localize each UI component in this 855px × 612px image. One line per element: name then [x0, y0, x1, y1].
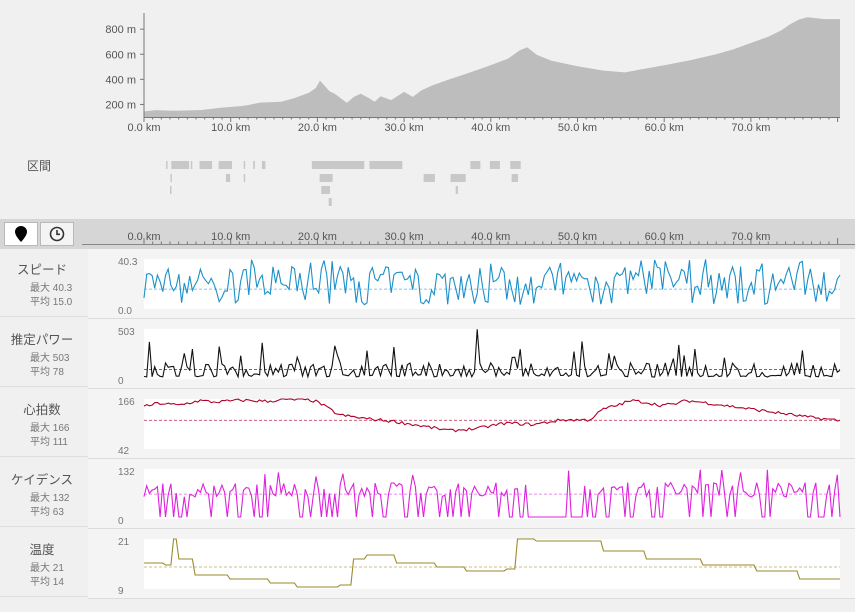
- elevation-x-tick-label: 0.0 km: [127, 122, 160, 134]
- elevation-y-tick-label: 200 m: [105, 99, 136, 111]
- metric-title: 温度: [29, 543, 55, 557]
- metric-title: スピード: [16, 263, 67, 277]
- metric-chart-heart: 166 42: [88, 389, 855, 459]
- distance-mode-button[interactable]: [4, 222, 38, 246]
- segment-bar[interactable]: [170, 186, 172, 194]
- distance-axis-tick-label: 20.0 km: [298, 231, 337, 243]
- segment-bar[interactable]: [243, 161, 246, 169]
- clock-icon: [49, 226, 65, 242]
- metric-y-min-label: 42: [118, 446, 130, 457]
- metric-y-min-label: 0: [118, 376, 124, 387]
- metric-chart-cadence: 132 0: [88, 459, 855, 529]
- metric-y-min-label: 0: [118, 516, 124, 527]
- segment-bar[interactable]: [170, 174, 172, 182]
- elevation-x-tick-label: 60.0 km: [645, 122, 684, 134]
- distance-axis-tick-label: 40.0 km: [471, 231, 510, 243]
- elevation-x-tick-label: 50.0 km: [558, 122, 597, 134]
- metric-label-speed: スピード最大 40.3 平均 15.0: [0, 249, 88, 317]
- elevation-x-tick-label: 70.0 km: [731, 122, 770, 134]
- segment-bar[interactable]: [199, 161, 213, 169]
- charts-header: 0.0 km 10.0 km 20.0 km 30.0 km 40.0 km 50.0 k…: [0, 219, 855, 249]
- metric-y-max-label: 40.3: [118, 257, 138, 268]
- metric-chart-temp: 21 9: [88, 529, 855, 599]
- segment-bar[interactable]: [470, 161, 481, 169]
- metric-y-min-label: 9: [118, 586, 124, 597]
- metric-y-max-label: 132: [118, 467, 135, 478]
- metric-y-max-label: 21: [118, 537, 130, 548]
- elevation-y-tick-label: 400 m: [105, 74, 136, 86]
- distance-axis-tick-label: 0.0 km: [127, 231, 160, 243]
- segment-bar[interactable]: [455, 186, 458, 194]
- segment-bar[interactable]: [171, 161, 190, 169]
- metric-max: 最大 21: [30, 563, 64, 574]
- metric-plot-area: [144, 539, 840, 589]
- metric-max: 最大 503: [30, 353, 70, 364]
- metric-plot-area: [144, 259, 840, 309]
- time-mode-button[interactable]: [40, 222, 74, 246]
- segment-bar[interactable]: [511, 174, 519, 182]
- metric-y-min-label: 0.0: [118, 306, 132, 317]
- metric-label-temp: 温度最大 21 平均 14: [0, 529, 88, 597]
- segment-bar[interactable]: [321, 186, 330, 194]
- segments-chart: [166, 161, 521, 206]
- elevation-y-tick-label: 800 m: [105, 24, 136, 36]
- segment-bar[interactable]: [218, 161, 232, 169]
- metric-series-heart: [143, 398, 841, 433]
- segment-bar[interactable]: [311, 161, 365, 169]
- segment-bar[interactable]: [261, 161, 266, 169]
- metric-plot-area: [144, 399, 840, 449]
- distance-axis: 0.0 km 10.0 km 20.0 km 30.0 km 40.0 km 50.0 k…: [82, 231, 855, 245]
- segment-bar[interactable]: [328, 198, 332, 206]
- metric-y-max-label: 503: [118, 327, 135, 338]
- elevation-area: [144, 15, 840, 117]
- elevation-x-tick-label: 30.0 km: [385, 122, 424, 134]
- metric-title: ケイデンス: [10, 473, 73, 487]
- segment-bar[interactable]: [423, 174, 435, 182]
- segment-bar[interactable]: [253, 161, 255, 169]
- metric-series-cadence: [143, 469, 841, 518]
- metric-max: 最大 40.3: [30, 283, 73, 294]
- map-pin-icon: [15, 226, 27, 242]
- metric-avg: 平均 15.0: [30, 297, 73, 308]
- metric-charts: 40.3 0.0 503 0 166 42 132 0 21 9: [88, 249, 855, 599]
- metric-max: 最大 132: [30, 493, 70, 504]
- elevation-x-tick-label: 10.0 km: [211, 122, 250, 134]
- elevation-y-tick-label: 600 m: [105, 49, 136, 61]
- metric-plot-area: [144, 329, 840, 379]
- segment-bar[interactable]: [510, 161, 521, 169]
- metric-label-heart: 心拍数最大 166 平均 111: [0, 389, 88, 457]
- metric-max: 最大 166: [30, 423, 70, 434]
- metric-label-power: 推定パワー最大 503 平均 78: [0, 319, 88, 387]
- segment-bar[interactable]: [489, 161, 500, 169]
- distance-axis-tick-label: 60.0 km: [645, 231, 684, 243]
- distance-axis-tick-label: 50.0 km: [558, 231, 597, 243]
- segment-bar[interactable]: [225, 174, 231, 182]
- metric-label-cadence: ケイデンス最大 132 平均 63: [0, 459, 88, 527]
- segments-label: 区間: [27, 159, 52, 173]
- distance-axis-tick-label: 70.0 km: [731, 231, 770, 243]
- segment-bar[interactable]: [243, 174, 246, 182]
- elevation-x-tick-label: 40.0 km: [471, 122, 510, 134]
- metric-chart-power: 503 0: [88, 319, 855, 389]
- metric-title: 心拍数: [23, 403, 61, 417]
- metric-avg: 平均 14: [30, 577, 64, 588]
- metric-chart-speed: 40.3 0.0: [88, 249, 855, 319]
- segment-bar[interactable]: [166, 161, 168, 169]
- elevation-x-tick-label: 20.0 km: [298, 122, 337, 134]
- segment-bar[interactable]: [450, 174, 466, 182]
- metric-y-max-label: 166: [118, 397, 135, 408]
- elevation-panel: 800 m 600 m 400 m 200 m 0.0 km 10.0 km 20.0 km…: [0, 0, 855, 219]
- elevation-chart: 800 m 600 m 400 m 200 m 0.0 km 10.0 km 20.0 km…: [105, 13, 840, 134]
- distance-axis-tick-label: 10.0 km: [211, 231, 250, 243]
- distance-axis-tick-label: 30.0 km: [385, 231, 424, 243]
- segment-bar[interactable]: [369, 161, 403, 169]
- metric-avg: 平均 63: [30, 507, 64, 518]
- segment-bar[interactable]: [319, 174, 333, 182]
- segment-bar[interactable]: [190, 161, 193, 169]
- metric-series-temp: [144, 538, 840, 588]
- metric-series-speed: [143, 259, 841, 306]
- metric-avg: 平均 78: [30, 367, 64, 378]
- metric-title: 推定パワー: [10, 333, 74, 347]
- metric-avg: 平均 111: [30, 437, 68, 448]
